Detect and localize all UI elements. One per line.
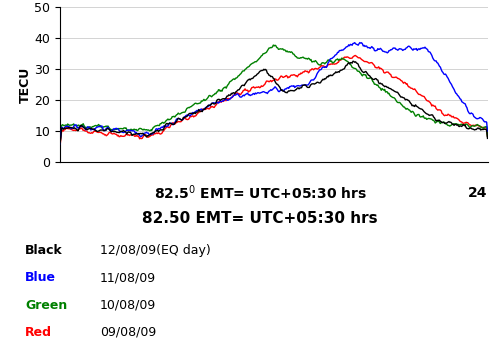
Y-axis label: TECU: TECU [18, 67, 32, 103]
Text: 12/08/09(EQ day): 12/08/09(EQ day) [100, 244, 211, 257]
Text: Red: Red [25, 326, 52, 339]
Text: 82.50 EMT= UTC+05:30 hrs: 82.50 EMT= UTC+05:30 hrs [142, 211, 378, 226]
Text: 10/08/09: 10/08/09 [100, 299, 156, 312]
Text: Green: Green [25, 299, 67, 312]
Text: 11/08/09: 11/08/09 [100, 271, 156, 284]
Text: 24: 24 [468, 186, 487, 200]
Text: Black: Black [25, 244, 63, 257]
Text: 09/08/09: 09/08/09 [100, 326, 156, 339]
Text: Blue: Blue [25, 271, 56, 284]
Text: 82.5$^0$ EMT= UTC+05:30 hrs: 82.5$^0$ EMT= UTC+05:30 hrs [154, 184, 366, 203]
